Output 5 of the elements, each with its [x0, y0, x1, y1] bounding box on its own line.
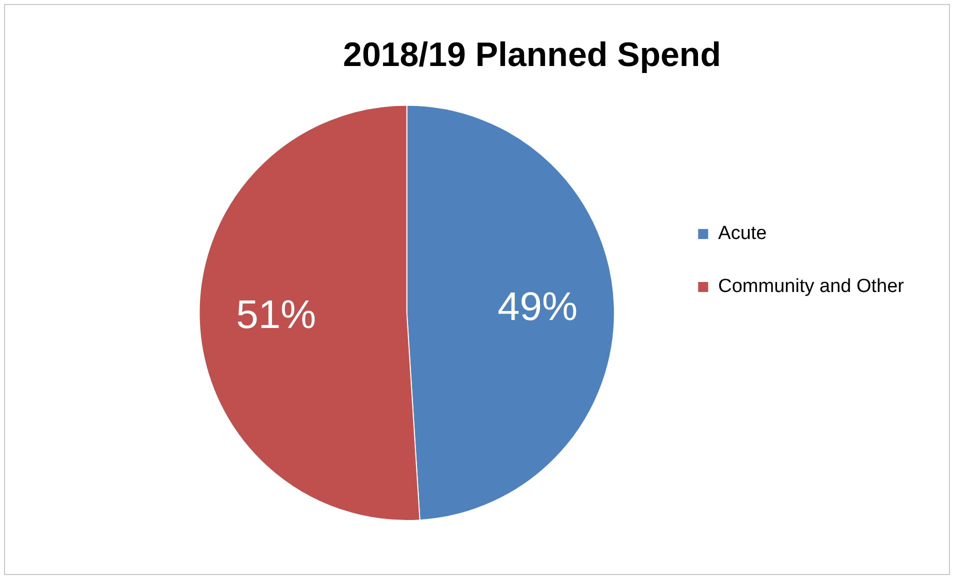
legend-label: Acute	[718, 223, 767, 244]
chart-title: 2018/19 Planned Spend	[343, 36, 721, 74]
legend-label: Community and Other	[718, 276, 905, 298]
data-label: 51%	[236, 293, 316, 338]
data-label: 49%	[498, 284, 578, 329]
